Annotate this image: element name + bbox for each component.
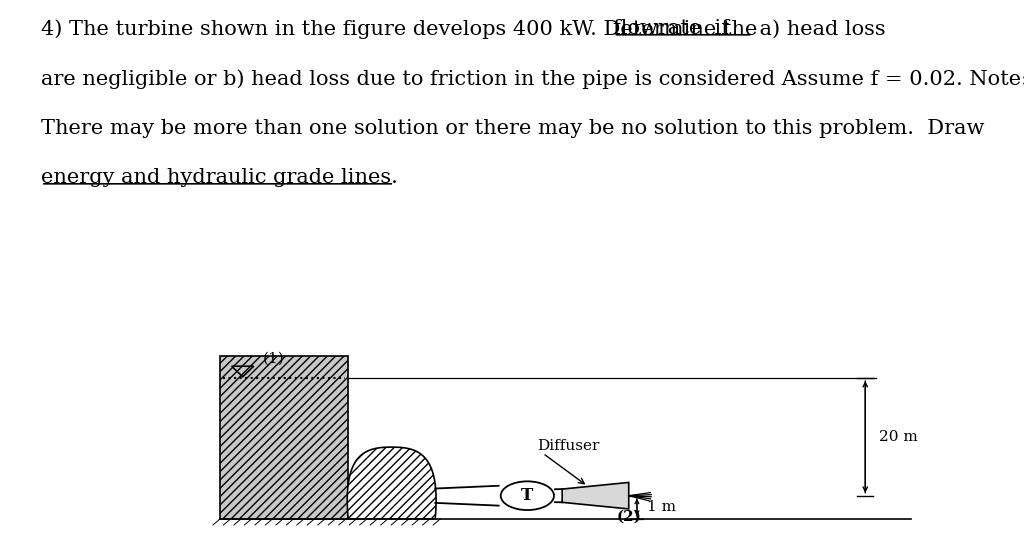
Text: energy and hydraulic grade lines.: energy and hydraulic grade lines.: [41, 168, 398, 187]
Text: Diffuser: Diffuser: [538, 439, 600, 453]
Circle shape: [501, 481, 554, 510]
Text: are negligible or b) head loss due to friction in the pipe is considered Assume : are negligible or b) head loss due to fr…: [41, 69, 1024, 89]
Text: 4) The turbine shown in the figure develops 400 kW. Determine the: 4) The turbine shown in the figure devel…: [41, 19, 764, 39]
Text: 20 m: 20 m: [879, 430, 918, 444]
Bar: [220, 356, 348, 519]
Text: T: T: [521, 487, 534, 504]
Text: There may be more than one solution or there may be no solution to this problem.: There may be more than one solution or t…: [41, 119, 984, 137]
Bar: [220, 356, 348, 519]
Text: 1 m: 1 m: [647, 500, 676, 514]
Polygon shape: [347, 447, 436, 519]
Text: a) head loss: a) head loss: [753, 19, 886, 38]
Text: (1): (1): [263, 352, 285, 365]
Polygon shape: [562, 482, 629, 509]
Text: flowrate  if: flowrate if: [613, 19, 729, 38]
Text: (2): (2): [616, 509, 641, 523]
